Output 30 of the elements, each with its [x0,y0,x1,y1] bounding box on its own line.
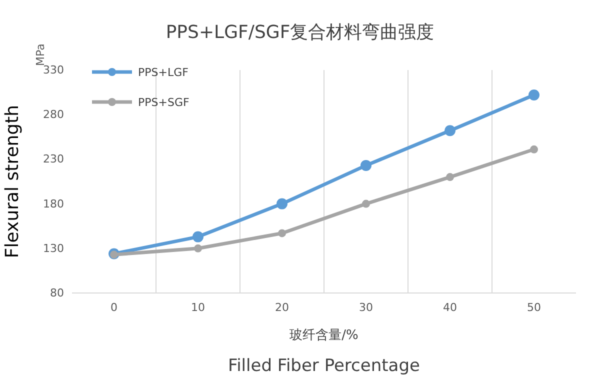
point [110,250,118,259]
x-tick-label: 30 [359,300,373,314]
text: MPa [34,44,47,66]
legend-label: PPS+SGF [138,96,190,109]
legend-label: PPS+LGF [138,66,188,79]
y-tick-label: 130 [43,242,64,255]
point [528,89,540,100]
x-axis-title: 玻纤含量/% [290,328,358,343]
point [530,145,538,154]
y-tick-label: 230 [43,152,64,166]
point [276,198,288,210]
point [192,231,204,242]
x-tick-label: 50 [527,300,541,314]
x-tick-label: 40 [443,300,457,314]
point [194,244,202,252]
x-tick-label: 0 [110,300,118,314]
point [362,200,370,208]
y-tick-label: 180 [43,197,64,210]
y-axis-title: Flexural strength [2,104,23,258]
point [278,229,286,238]
y-tick-label: 330 [43,64,64,77]
point [360,160,372,171]
x-tick-label: 20 [275,300,289,314]
chart-title: PPS+LGF/SGF复合材料弯曲强度 [166,22,434,43]
text: Filled Fiber Percentage [228,356,420,376]
point [444,125,456,136]
point [446,173,454,182]
y-tick-label: 280 [43,108,64,122]
x-tick-label: 10 [191,300,205,314]
y-tick-label: 80 [50,286,64,300]
